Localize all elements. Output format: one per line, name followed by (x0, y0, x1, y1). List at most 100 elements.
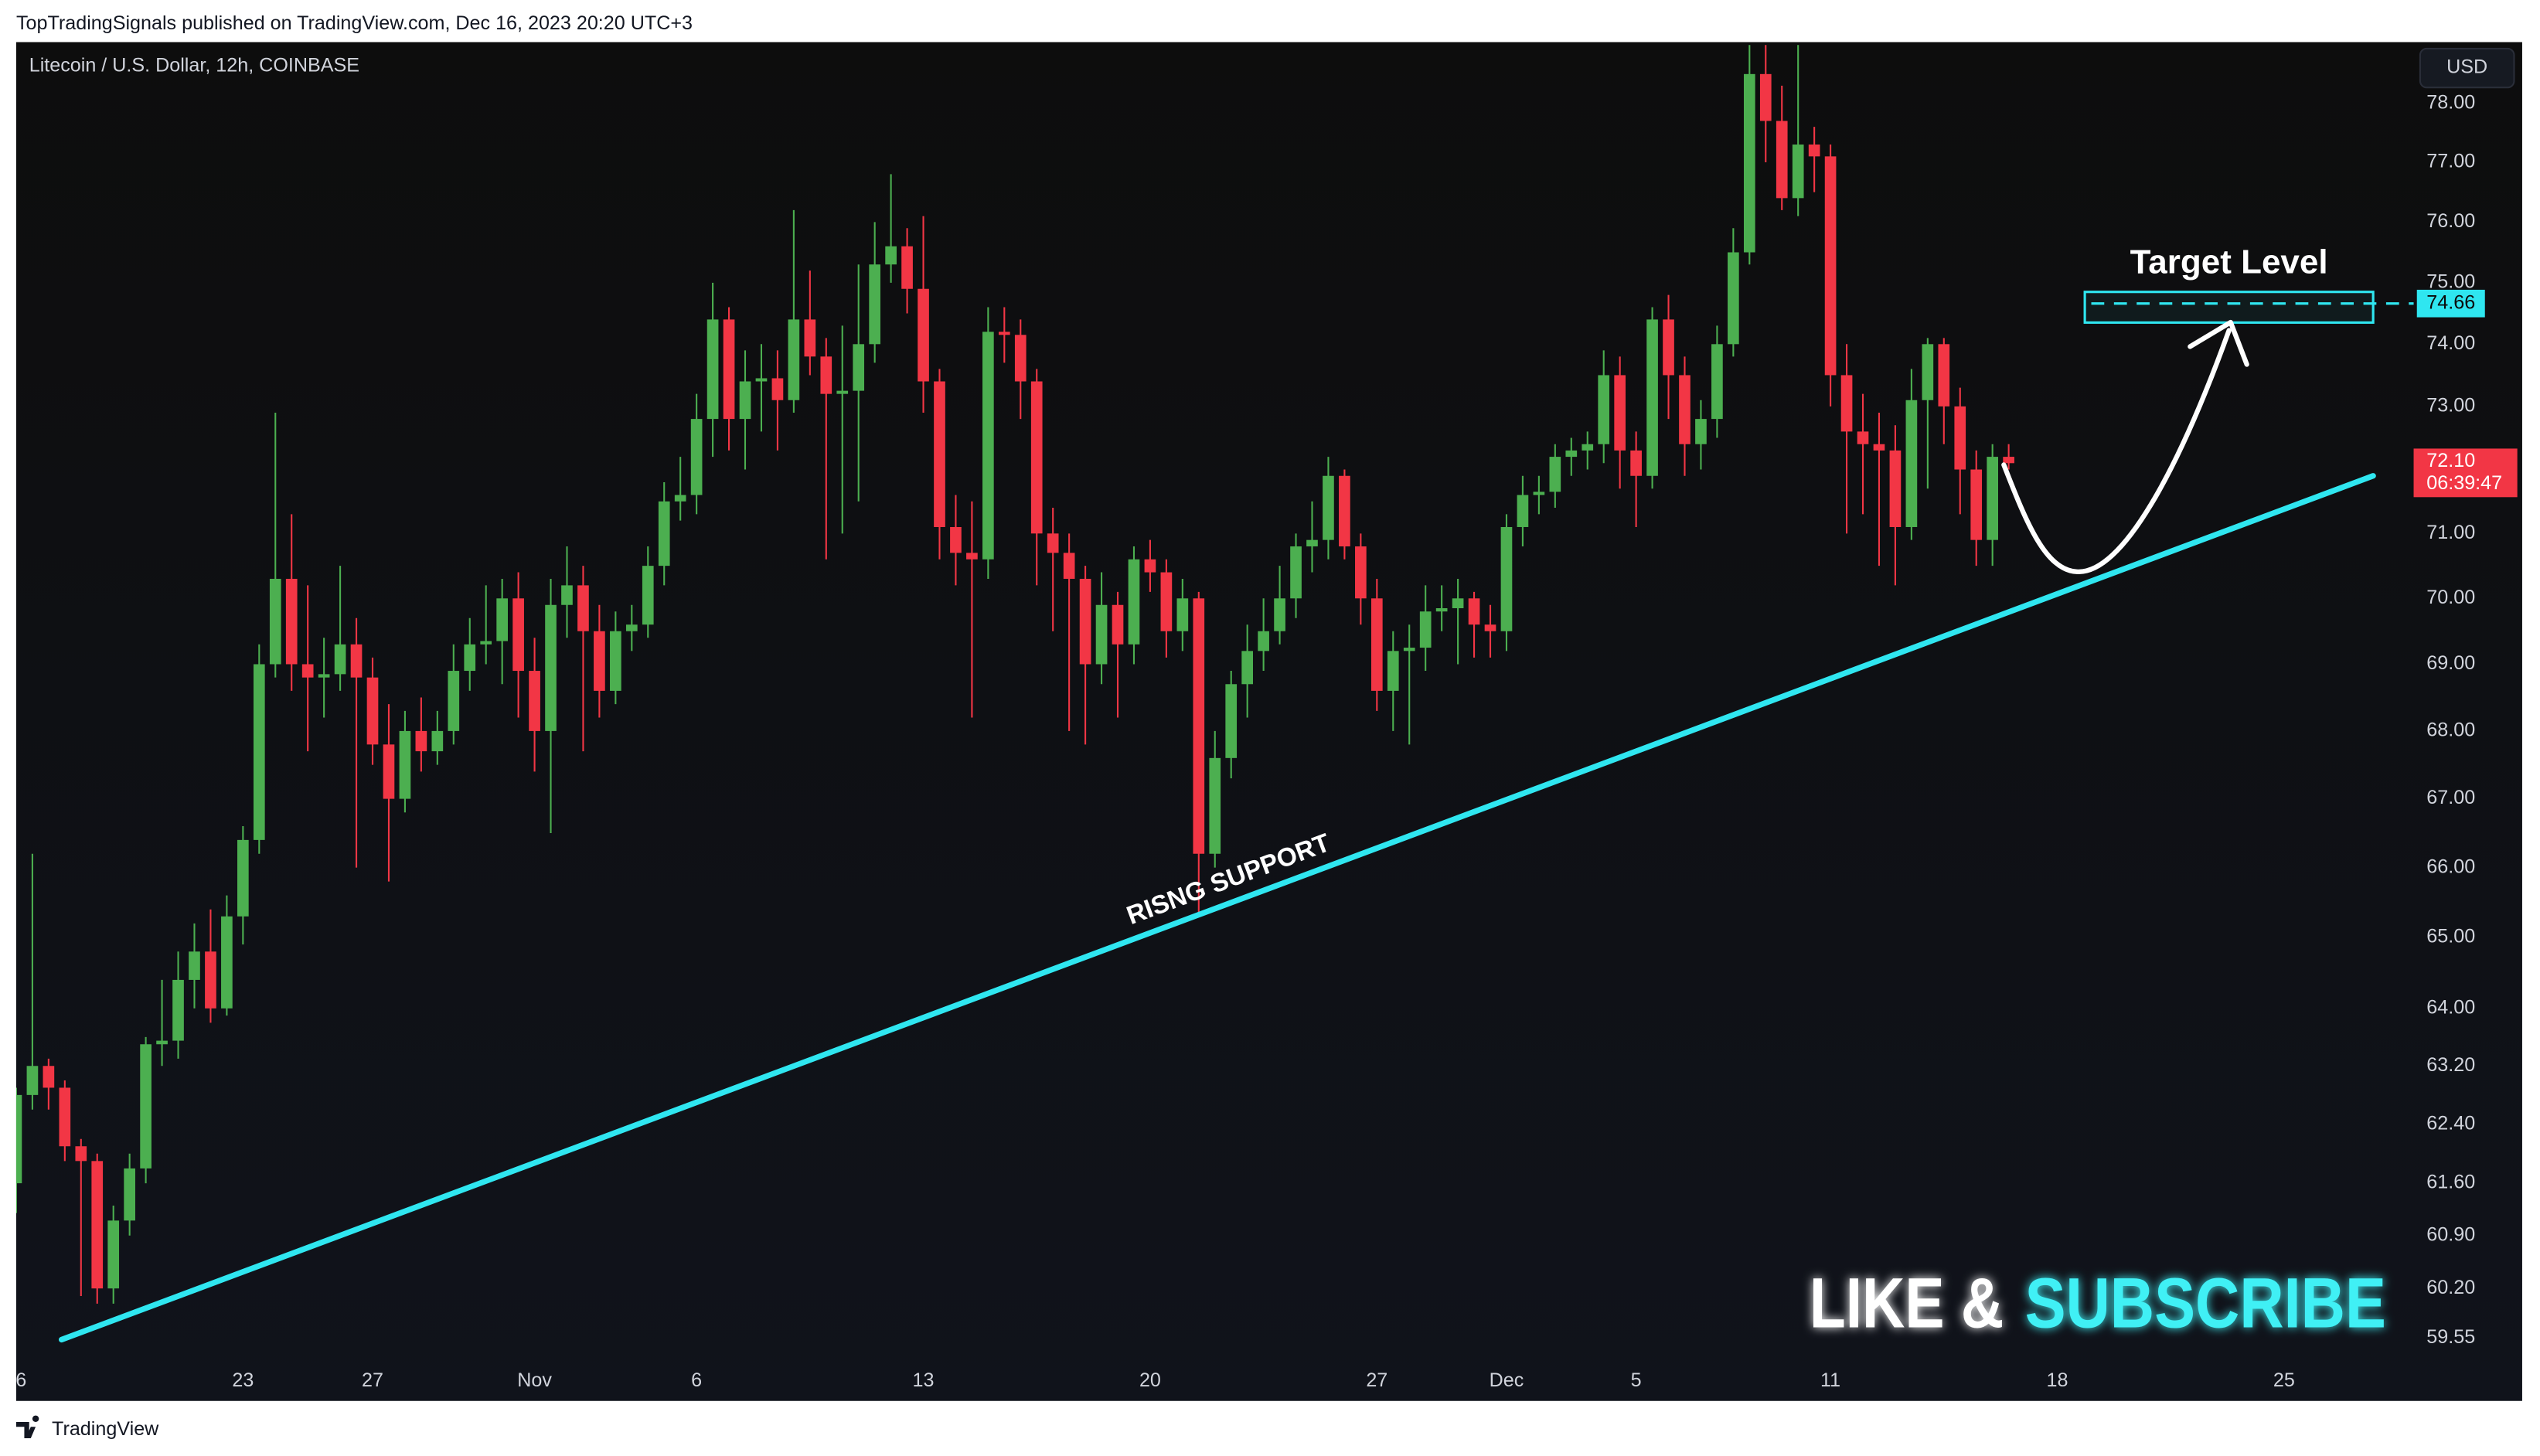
candle-body (1176, 598, 1189, 631)
candle-body (124, 1168, 135, 1221)
currency-button[interactable] (2419, 47, 2515, 89)
candle-body (577, 585, 589, 631)
candle-body (610, 631, 621, 691)
x-tick-label: 27 (362, 1369, 383, 1391)
candle-body (545, 604, 557, 731)
x-tick-label: 23 (232, 1369, 254, 1391)
candle-body (1728, 252, 1739, 345)
candle-body (59, 1087, 71, 1147)
candle-body (237, 839, 249, 917)
candle-body (156, 1040, 168, 1045)
candle-body (1840, 375, 1853, 432)
candle-body (1112, 604, 1124, 645)
candle-body (26, 1066, 39, 1095)
candle-body (1079, 578, 1091, 665)
candle-body (1014, 335, 1027, 382)
candle-body (739, 381, 751, 420)
candle-body (1857, 431, 1869, 444)
candle-body (625, 624, 638, 631)
candle-body (950, 526, 962, 553)
target-box (2083, 291, 2375, 324)
last-price-label: 72.10 (2426, 450, 2475, 471)
candle-body (512, 598, 524, 672)
candle-body (366, 677, 379, 745)
candle-body (1711, 344, 1723, 420)
support-line (58, 473, 2376, 1343)
candle-body (1614, 375, 1626, 451)
x-tick-label: 20 (1139, 1369, 1161, 1391)
candle-body (1663, 319, 1674, 376)
candle-body (1419, 611, 1432, 648)
candle-body (1128, 559, 1140, 645)
candle-body (1258, 631, 1269, 651)
y-tick-label: 75.00 (2426, 270, 2475, 292)
y-tick-label: 76.00 (2426, 210, 2475, 232)
symbol-title: Litecoin / U.S. Dollar, 12h, COINBASE (29, 55, 359, 77)
projection-arrow (2001, 328, 2232, 574)
candle-body (934, 381, 945, 527)
candle-body (674, 495, 686, 502)
target-price-tag (2416, 289, 2485, 318)
candle-body (771, 378, 784, 400)
candle-body (755, 378, 768, 382)
candle-body (1808, 145, 1820, 157)
candle-body (1533, 492, 1545, 495)
candle-body (334, 644, 346, 675)
projection-arrowhead (2188, 319, 2249, 367)
cta-like: LIKE & (1810, 1264, 2004, 1343)
x-tick-label: Nov (517, 1369, 552, 1391)
y-tick-label: 66.00 (2426, 856, 2475, 877)
candle-body (1500, 526, 1513, 631)
candle-body (189, 951, 200, 980)
candle-body (383, 744, 395, 799)
candle-body (1274, 598, 1285, 631)
candle-body (1290, 546, 1302, 599)
candle-body (1987, 457, 1999, 540)
x-tick-label: Dec (1490, 1369, 1524, 1391)
y-tick-label: 60.90 (2426, 1223, 2475, 1245)
candle-body (982, 332, 994, 560)
candle-body (1468, 598, 1480, 625)
candle-body (1387, 651, 1399, 691)
footer-brand: TradingView (52, 1418, 159, 1440)
y-tick-label: 74.00 (2426, 332, 2475, 354)
candle-body (91, 1161, 104, 1289)
candle-body (431, 730, 444, 752)
candle-body (15, 1094, 22, 1184)
candle-body (205, 951, 216, 1009)
candle-body (836, 390, 849, 394)
candle-body (1241, 651, 1253, 685)
candle-body (496, 598, 508, 641)
candle-body (594, 631, 605, 691)
candle-body (1679, 375, 1690, 444)
candle-body (966, 553, 978, 560)
candle-body (1776, 121, 1788, 199)
candle-body (253, 664, 265, 840)
candle-body (1306, 539, 1318, 547)
target-price-label: 74.66 (2426, 291, 2475, 313)
candle-body (1047, 533, 1059, 553)
candle-body (1954, 406, 1966, 470)
candle-body (788, 319, 800, 400)
y-tick-label: 62.40 (2426, 1112, 2475, 1134)
candle-body (1225, 684, 1238, 758)
x-tick-label: 18 (2047, 1369, 2068, 1391)
candle-body (690, 419, 703, 495)
candle-body (1403, 648, 1415, 651)
candle-body (1970, 469, 1983, 540)
candle-body (707, 319, 719, 420)
candle-body (1209, 757, 1221, 854)
candle-body (1646, 319, 1658, 476)
y-tick-label: 73.00 (2426, 394, 2475, 416)
candle-body (1193, 598, 1205, 854)
y-tick-label: 61.60 (2426, 1172, 2475, 1193)
y-tick-label: 64.00 (2426, 996, 2475, 1018)
x-tick-label: 6 (15, 1369, 26, 1391)
candle-body (1370, 598, 1383, 691)
candle-body (901, 246, 913, 289)
y-tick-label: 68.00 (2426, 719, 2475, 741)
cta-subscribe: SUBSCRIBE (2025, 1264, 2386, 1343)
candle-body (140, 1044, 152, 1169)
target-title: Target Level (2130, 243, 2328, 281)
